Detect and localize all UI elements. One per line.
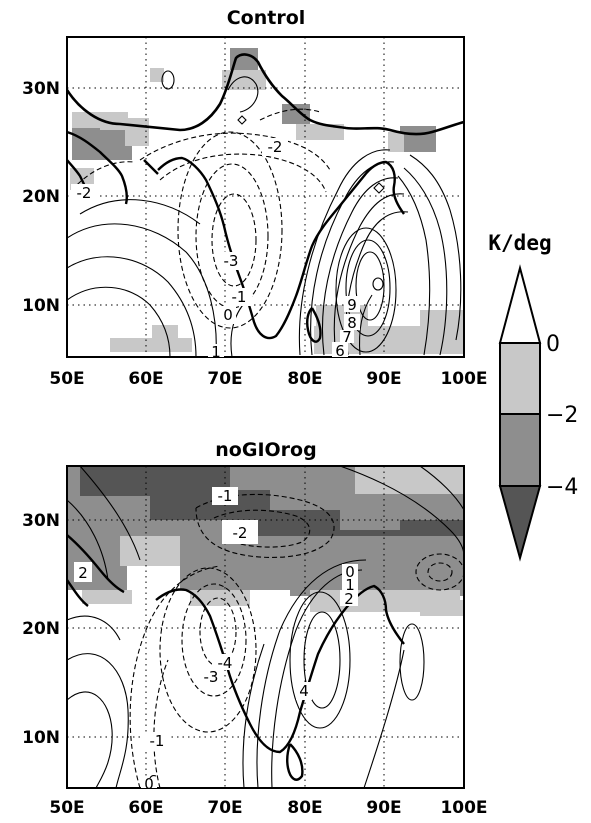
- contour-label: 0: [223, 306, 233, 324]
- xtick-label: 80E: [287, 798, 322, 818]
- ytick-label: 30N: [22, 511, 60, 531]
- contour-labels-control: -2 -2 -3 -1 0 1 9 8 7 6: [71, 138, 360, 361]
- contour-label: 8: [347, 314, 357, 332]
- xaxis-noglorog: 50E 60E 70E 80E 90E 100E: [49, 798, 487, 818]
- contour-label: -1: [218, 487, 233, 505]
- contour-label: 1: [211, 343, 221, 361]
- xtick-label: 90E: [366, 369, 401, 389]
- map-area-noglorog: [67, 466, 464, 788]
- contour-label: 6: [335, 342, 345, 360]
- contour-label: -2: [268, 138, 283, 156]
- contour-label: 9: [347, 296, 357, 314]
- contour-label: 7: [342, 328, 352, 346]
- xaxis-control: 50E 60E 70E 80E 90E 100E: [49, 369, 487, 389]
- contour-label: 2: [78, 564, 88, 582]
- ytick-label: 10N: [22, 296, 60, 316]
- panel-control: Control: [22, 7, 487, 389]
- ytick-label: 30N: [22, 79, 60, 99]
- coastline-noglorog: [67, 534, 405, 781]
- contour-label: -1: [232, 288, 247, 306]
- contour-label: -3: [224, 252, 239, 270]
- contour-label: -1: [150, 732, 165, 750]
- panel-title-noglorog: noGIOrog: [215, 439, 316, 461]
- map-area-control: [67, 37, 464, 357]
- contour-label: -3: [204, 668, 219, 686]
- xtick-label: 60E: [128, 369, 163, 389]
- colorbar-tick-label: −2: [546, 403, 578, 428]
- panel-noglorog: noGIOrog: [22, 439, 487, 818]
- xtick-label: 100E: [440, 798, 487, 818]
- ytick-label: 20N: [22, 619, 60, 639]
- colorbar-tick-label: 0: [546, 332, 560, 357]
- colorbar-tick-label: −4: [546, 475, 578, 500]
- xtick-label: 50E: [49, 798, 84, 818]
- contour-label: -4: [218, 654, 233, 672]
- contour-label: -2: [233, 524, 248, 542]
- colorbar-segment-mid: [499, 413, 541, 487]
- colorbar: K/deg 0 −2 −4: [488, 231, 578, 562]
- grid-noglorog: [67, 466, 464, 788]
- contour-label: 4: [299, 682, 309, 700]
- xtick-label: 90E: [366, 798, 401, 818]
- contour-label: 1: [345, 576, 355, 594]
- grid-control: [67, 37, 464, 357]
- contour-label: 0: [144, 775, 154, 793]
- xtick-label: 70E: [207, 369, 242, 389]
- xtick-label: 80E: [287, 369, 322, 389]
- yaxis-noglorog: 10N 20N 30N: [22, 511, 60, 748]
- contour-label: 2: [344, 590, 354, 608]
- xtick-label: 60E: [128, 798, 163, 818]
- coastline-control: [67, 130, 405, 343]
- himalaya-outline-control: [67, 53, 464, 136]
- colorbar-unit: K/deg: [488, 231, 551, 255]
- contour-labels-noglorog: -1 -2 2 0 1 2 -4 -3 4 -1 0: [74, 487, 358, 793]
- xtick-label: 100E: [440, 369, 487, 389]
- contour-label: 0: [345, 563, 355, 581]
- ytick-label: 10N: [22, 728, 60, 748]
- ytick-label: 20N: [22, 187, 60, 207]
- colorbar-top-triangle: [498, 264, 542, 344]
- xtick-label: 70E: [207, 798, 242, 818]
- colorbar-segment-light: [499, 342, 541, 415]
- xtick-label: 50E: [49, 369, 84, 389]
- yaxis-control: 10N 20N 30N: [22, 79, 60, 316]
- contour-label: -2: [77, 184, 92, 202]
- colorbar-bottom-triangle: [498, 485, 542, 562]
- panel-title-control: Control: [227, 7, 306, 29]
- shading-control: [70, 48, 464, 354]
